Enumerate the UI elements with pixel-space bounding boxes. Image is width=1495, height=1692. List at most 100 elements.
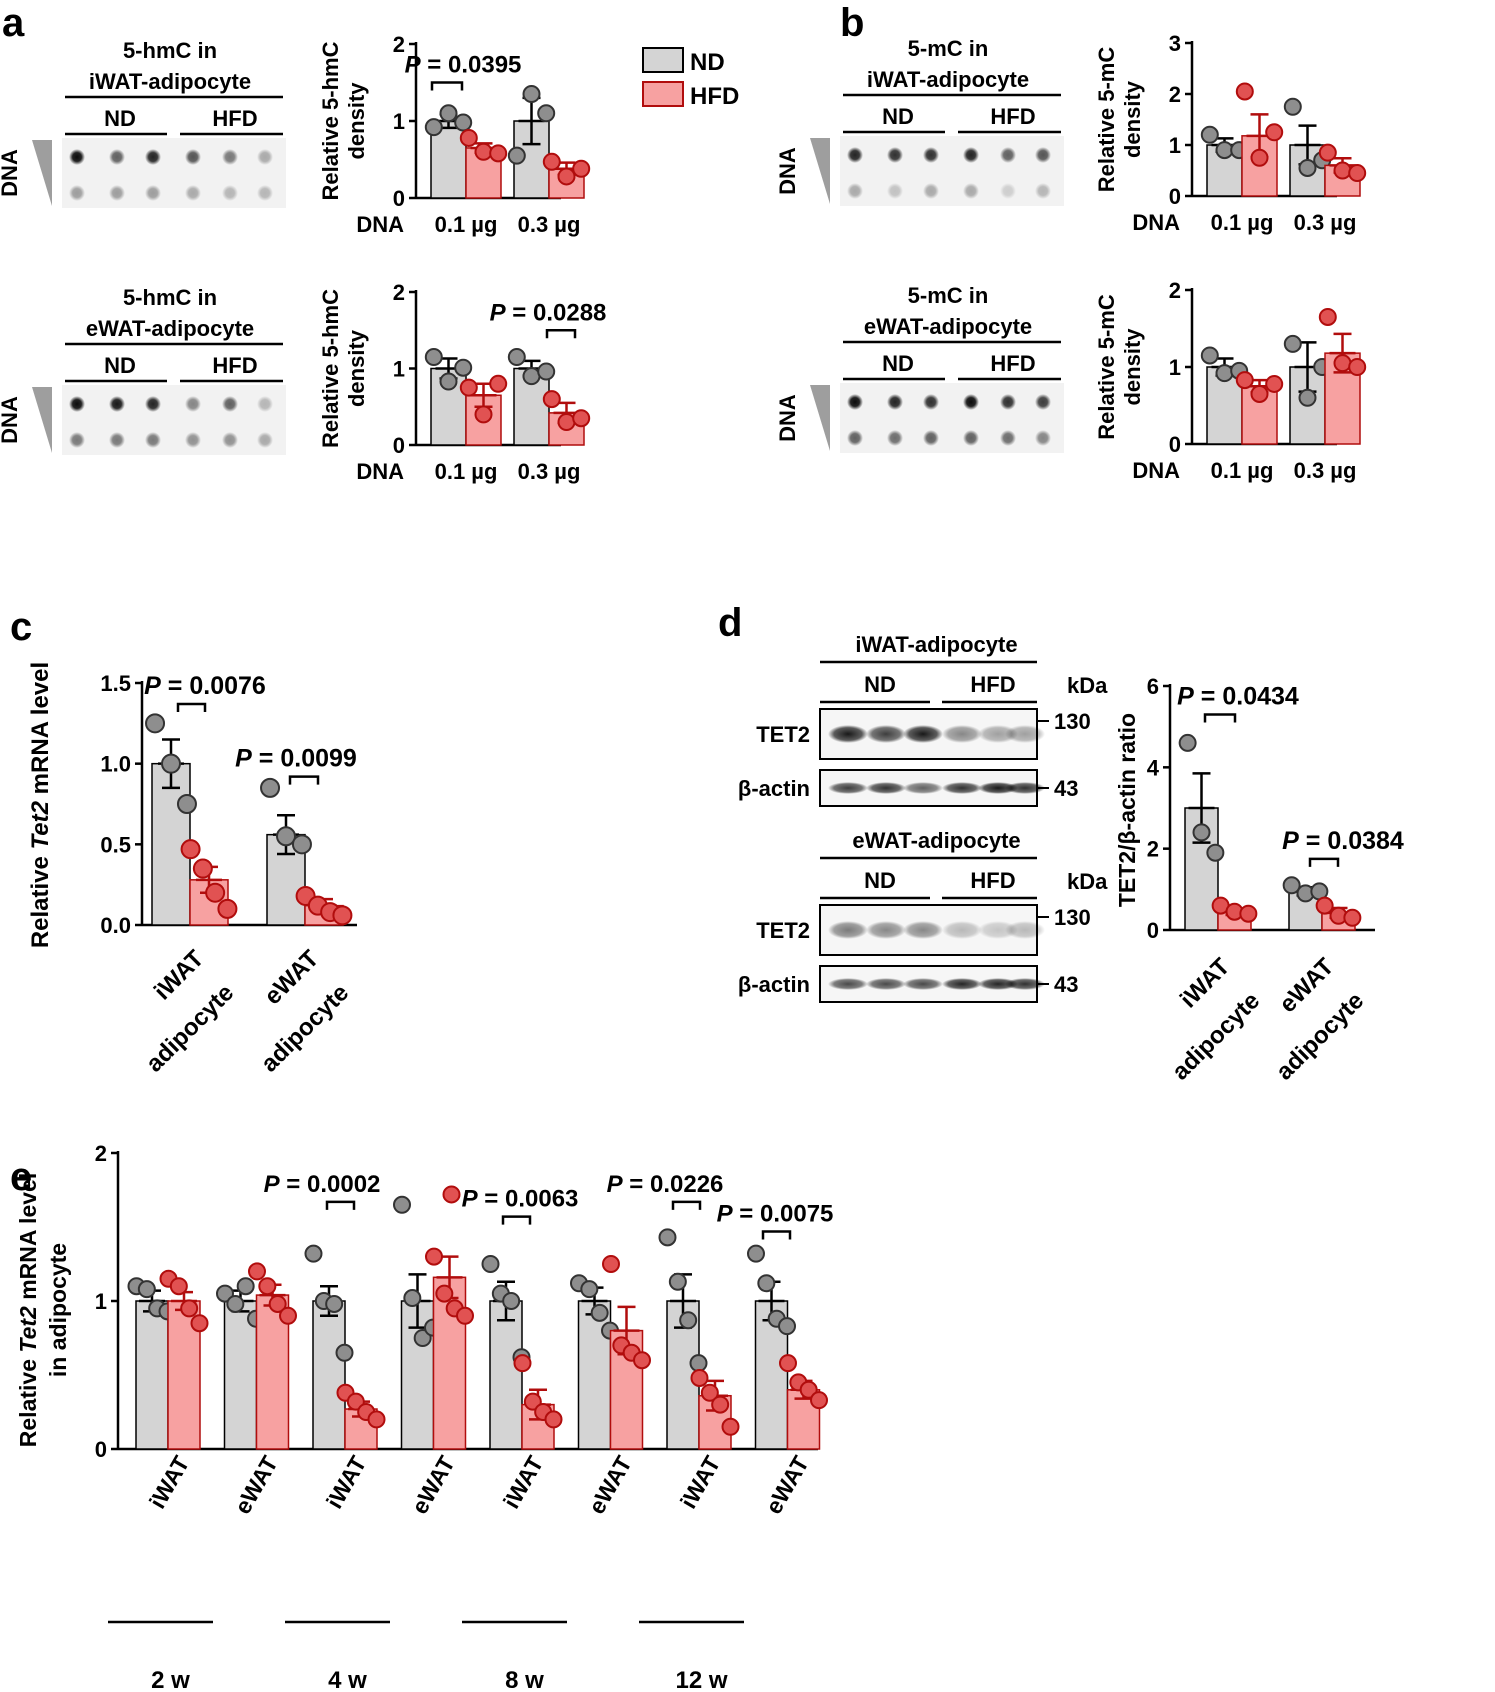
western-blot-ewat: eWAT-adipocyte ND HFD kDa TET2 130 β-actin 43 <box>738 828 1108 1003</box>
blot-dot <box>257 432 273 448</box>
data-point <box>442 1185 461 1204</box>
dna-gradient-triangle <box>810 385 830 451</box>
data-point <box>456 1306 475 1325</box>
data-point <box>544 1410 563 1429</box>
panel-label-e: e <box>10 1155 32 1199</box>
data-point <box>689 1354 708 1373</box>
blot-dot <box>109 149 125 165</box>
blot-title-line2: iWAT-adipocyte <box>867 67 1029 92</box>
western-band <box>942 725 982 743</box>
data-point <box>454 113 473 132</box>
data-point <box>1333 354 1352 373</box>
data-point <box>1235 371 1254 390</box>
y-tick-label: 1 <box>1169 355 1181 380</box>
data-point <box>590 1303 609 1322</box>
dot-blot-a_top: 5-hmC in iWAT-adipocyte ND HFD DNA <box>0 38 286 208</box>
blot-dot <box>145 149 161 165</box>
blot-dot <box>69 185 85 201</box>
data-point <box>268 1294 287 1313</box>
significance-bracket <box>1203 713 1237 723</box>
data-point <box>205 882 226 903</box>
blot-dot <box>109 432 125 448</box>
data-point <box>746 1244 765 1263</box>
blot-dot <box>887 394 903 410</box>
blot-dot <box>923 394 939 410</box>
blot-dot <box>222 149 238 165</box>
data-point <box>276 826 296 847</box>
p-value-label: P = 0.0076 <box>144 672 266 700</box>
y-tick-label: 1 <box>95 1289 107 1314</box>
blot-dot <box>109 396 125 412</box>
blot-dot <box>69 432 85 448</box>
y-tick-label: 4 <box>1147 755 1160 780</box>
significance-bracket <box>545 329 577 339</box>
blot-dot <box>923 183 939 199</box>
data-point <box>439 372 458 391</box>
data-point <box>580 1280 599 1299</box>
data-point <box>711 1395 730 1414</box>
significance-bracket <box>671 1200 702 1210</box>
data-point <box>367 1410 386 1429</box>
y-tick-label: 0.0 <box>100 913 131 938</box>
blot-dot <box>185 185 201 201</box>
bar-nd <box>489 1300 523 1450</box>
data-point <box>700 1383 719 1402</box>
western-band <box>903 978 943 990</box>
panel-label-c: c <box>10 605 32 649</box>
data-point <box>325 1294 344 1313</box>
x-tick-label: 0.3 µg <box>1294 458 1357 483</box>
p-value-label: P = 0.0288 <box>490 299 607 326</box>
data-point <box>1315 896 1334 915</box>
data-point <box>304 1244 323 1263</box>
western-band <box>828 782 868 794</box>
data-point <box>1235 82 1254 101</box>
p-value-label: P = 0.0395 <box>405 52 522 79</box>
data-point <box>439 104 458 123</box>
data-point <box>572 409 591 428</box>
data-point <box>392 1195 411 1214</box>
data-point <box>180 1299 199 1318</box>
data-point <box>1298 388 1317 407</box>
blot-dot <box>923 147 939 163</box>
data-point <box>572 159 591 178</box>
western-band <box>903 782 943 794</box>
data-point <box>1206 843 1225 862</box>
blot-dot <box>1000 394 1016 410</box>
blot-dot <box>847 394 863 410</box>
data-point <box>403 1289 422 1308</box>
blot-dot <box>847 183 863 199</box>
x-tick-label: iWAT <box>1175 953 1235 1013</box>
blot-side-label: DNA <box>0 396 22 444</box>
legend-nd-swatch <box>642 47 684 73</box>
y-axis-label-line1: Relative 5-mC <box>1094 294 1119 440</box>
panel-label-d: d <box>718 601 742 645</box>
x-prefix-label: DNA <box>1132 210 1180 235</box>
blot-dot <box>1035 183 1051 199</box>
y-tick-label: 0 <box>95 1437 107 1462</box>
x-tick-label: eWAT <box>406 1452 460 1519</box>
western-band <box>903 921 943 939</box>
blot-dot <box>887 147 903 163</box>
blot-title-line1: 5-mC in <box>908 36 989 61</box>
y-tick-label: 0 <box>1169 432 1181 457</box>
data-point <box>1333 161 1352 180</box>
y-tick-label: 0.5 <box>100 832 131 857</box>
x-prefix-label: DNA <box>356 459 404 484</box>
legend: ND HFD <box>642 47 739 110</box>
data-point <box>1265 123 1284 142</box>
data-point <box>1265 374 1284 393</box>
x-prefix-label: DNA <box>356 212 404 237</box>
y-tick-label: 0 <box>393 186 405 211</box>
significance-bracket <box>1308 857 1340 867</box>
western-band <box>942 921 982 939</box>
data-point <box>260 777 281 798</box>
data-point <box>513 1354 532 1373</box>
data-point <box>522 367 541 386</box>
data-point <box>1348 164 1367 183</box>
western-band <box>1005 725 1045 743</box>
y-axis-label-line1: Relative Tet2 mRNA level <box>15 1173 41 1447</box>
bar-hfd <box>255 1294 290 1450</box>
p-value-label: P = 0.0063 <box>462 1186 579 1213</box>
western-band <box>1005 782 1045 794</box>
